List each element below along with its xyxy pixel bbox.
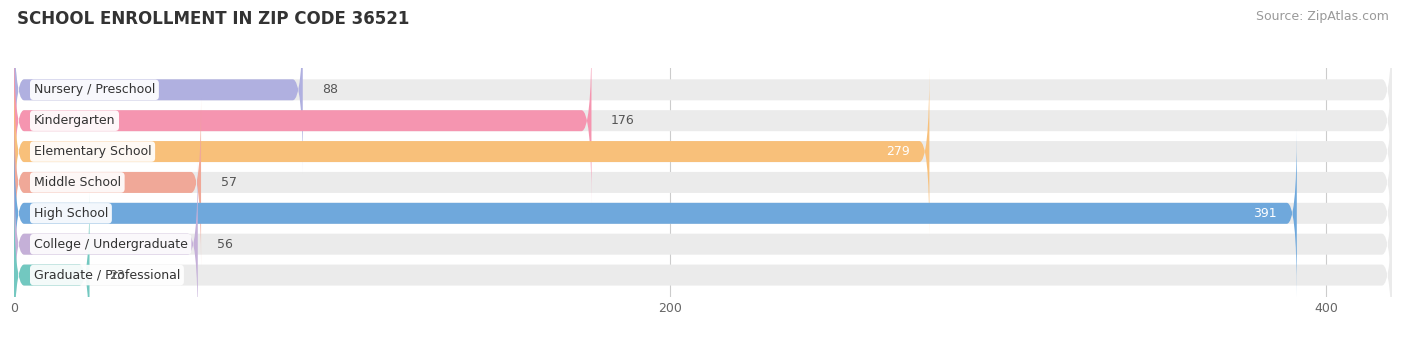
FancyBboxPatch shape	[14, 129, 1392, 297]
Text: 88: 88	[322, 83, 339, 96]
FancyBboxPatch shape	[14, 160, 1392, 328]
Text: Nursery / Preschool: Nursery / Preschool	[34, 83, 155, 96]
FancyBboxPatch shape	[14, 129, 1296, 297]
Text: 57: 57	[221, 176, 236, 189]
Text: Source: ZipAtlas.com: Source: ZipAtlas.com	[1256, 10, 1389, 23]
FancyBboxPatch shape	[14, 99, 201, 266]
FancyBboxPatch shape	[14, 191, 1392, 341]
FancyBboxPatch shape	[14, 6, 302, 174]
FancyBboxPatch shape	[14, 37, 592, 205]
Text: Middle School: Middle School	[34, 176, 121, 189]
Text: 176: 176	[612, 114, 636, 127]
FancyBboxPatch shape	[14, 191, 90, 341]
Text: 23: 23	[110, 269, 125, 282]
Text: Kindergarten: Kindergarten	[34, 114, 115, 127]
FancyBboxPatch shape	[14, 6, 1392, 174]
Text: 279: 279	[886, 145, 910, 158]
Text: Graduate / Professional: Graduate / Professional	[34, 269, 180, 282]
FancyBboxPatch shape	[14, 160, 198, 328]
FancyBboxPatch shape	[14, 99, 1392, 266]
Text: College / Undergraduate: College / Undergraduate	[34, 238, 187, 251]
Text: 56: 56	[218, 238, 233, 251]
FancyBboxPatch shape	[14, 68, 1392, 236]
Text: 391: 391	[1254, 207, 1277, 220]
FancyBboxPatch shape	[14, 68, 929, 236]
FancyBboxPatch shape	[14, 37, 1392, 205]
Text: Elementary School: Elementary School	[34, 145, 152, 158]
Text: High School: High School	[34, 207, 108, 220]
Text: SCHOOL ENROLLMENT IN ZIP CODE 36521: SCHOOL ENROLLMENT IN ZIP CODE 36521	[17, 10, 409, 28]
